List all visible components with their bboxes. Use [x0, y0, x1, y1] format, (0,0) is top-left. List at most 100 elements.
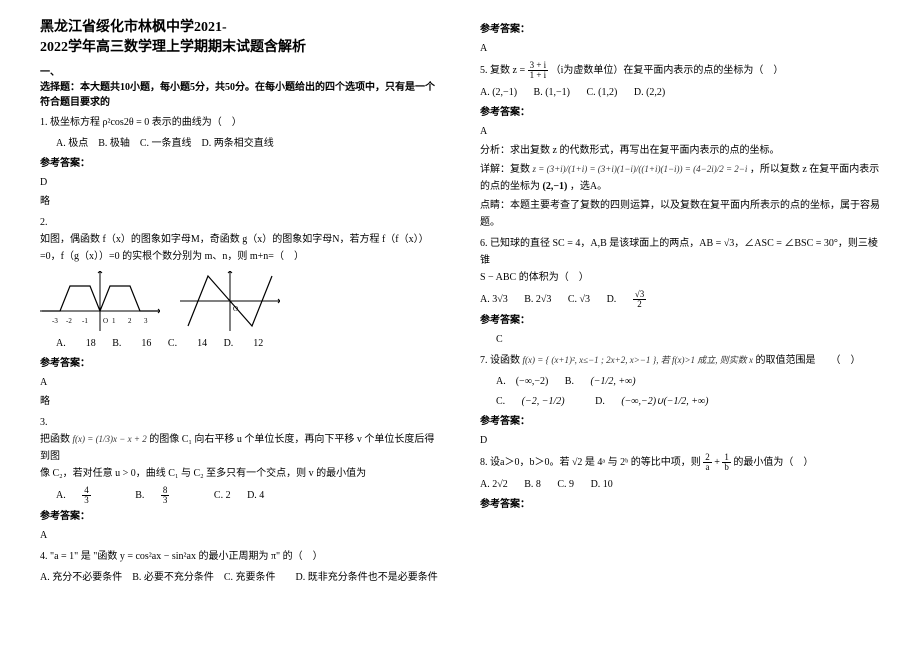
q7-c-pre: C. — [496, 396, 505, 407]
q8-opt-d: D. 10 — [591, 479, 613, 490]
q3-opt-a-label: A. — [56, 490, 66, 501]
q8-a: 8. 设a＞0，b＞0。若 √2 是 4ᵃ 与 2ᵇ 的等比中项，则 — [480, 457, 701, 468]
q8-b: 的最小值为（ ） — [733, 457, 813, 468]
q5-a: 5. 复数 — [480, 65, 510, 76]
q6-d-pre: D. — [607, 294, 617, 305]
sec1-a: 一、 — [40, 67, 60, 78]
q6-opt-c: C. √3 — [568, 294, 590, 305]
q5-d: 1 + i — [528, 71, 549, 80]
q3-opt-a: A. 43 — [56, 490, 121, 501]
q7-opt-a: A. (−∞,−2) — [496, 376, 548, 387]
q3-num: 3. — [40, 417, 48, 428]
title-line-2: 2022学年高三数学理上学期期末试题含解析 — [40, 40, 306, 55]
doc-title: 黑龙江省绥化市林枫中学2021- 2022学年高三数学理上学期期末试题含解析 — [40, 18, 440, 57]
q4-ans-label: 参考答案： — [480, 21, 880, 38]
q8-options: A. 2√2 B. 8 C. 9 D. 10 — [480, 476, 880, 493]
q2-note: 略 — [40, 393, 440, 410]
q7-d-txt: (−∞,−2)∪(−1/2, +∞) — [621, 396, 708, 407]
q7-ans-label: 参考答案： — [480, 413, 880, 430]
q6-d-d: 2 — [635, 300, 644, 309]
question-1: 1. 极坐标方程 ρ²cos2θ = 0 表示的曲线为（ ） — [40, 114, 440, 131]
svg-text:-2: -2 — [66, 317, 72, 325]
q3-opt-b-label: B. — [135, 490, 144, 501]
graph-n-icon: O — [180, 271, 280, 331]
q5-ans: A — [480, 123, 880, 140]
svg-text:O: O — [103, 317, 108, 325]
q7-opt-d: D. (−∞,−2)∪(−1/2, +∞) — [595, 396, 722, 407]
question-5: 5. 复数 z = 3 + i1 + i （i为虚数单位）在复平面内表示的点的坐… — [480, 61, 880, 80]
question-4: 4. "a = 1" 是 "函数 y = cos²ax − sin²ax 的最小… — [40, 548, 440, 565]
svg-text:O: O — [233, 305, 238, 313]
q4-ans: A — [480, 40, 880, 57]
q2-opt-d: D. 12 — [224, 338, 264, 349]
q7-b: 的取值范围是 （ ） — [756, 355, 861, 366]
q8-opt-a: A. 2√2 — [480, 479, 508, 490]
q5-detail-a: 详解：复数 — [480, 164, 530, 175]
question-8: 8. 设a＞0，b＞0。若 √2 是 4ᵃ 与 2ᵇ 的等比中项，则 2a + … — [480, 453, 880, 472]
q2-opt-c: C. 14 — [168, 338, 207, 349]
q7-opt-b: B. (−1/2, +∞) — [565, 376, 650, 387]
left-column: 黑龙江省绥化市林枫中学2021- 2022学年高三数学理上学期期末试题含解析 一… — [30, 18, 460, 633]
q5-opt-b: B. (1,−1) — [534, 87, 570, 98]
q3-opt-c: C. 2 — [214, 490, 231, 501]
q7-formula: f(x) = { (x+1)², x≤−1 ; 2x+2, x>−1 }, 若 … — [523, 355, 754, 365]
q5-opt-d: D. (2,2) — [634, 87, 665, 98]
q6-ans-label: 参考答案： — [480, 312, 880, 329]
q8-ans-label: 参考答案： — [480, 496, 880, 513]
q5-analysis: 分析：求出复数 z 的代数形式，再写出在复平面内表示的点的坐标。 — [480, 142, 880, 159]
sec1-b: 选择题：本大题共10小题，每小题5分，共50分。在每小题给出的四个选项中，只有是… — [40, 82, 435, 108]
q3-b-d: 3 — [161, 496, 170, 505]
svg-text:1: 1 — [112, 317, 116, 325]
q3-ans: A — [40, 527, 440, 544]
q1-ans: D — [40, 174, 440, 191]
question-2: 2. 如图，偶函数 f（x）的图象如字母M，奇函数 g（x）的图象如字母N，若方… — [40, 214, 440, 265]
q3-opt-b: B. 83 — [135, 490, 200, 501]
q8-plus: + — [714, 457, 720, 468]
q1-ans-label: 参考答案： — [40, 155, 440, 172]
q8-opt-c: C. 9 — [557, 479, 574, 490]
q5-tip: 点睛：本题主要考查了复数的四则运算，以及复数在复平面内所表示的点的坐标，属于容易… — [480, 197, 880, 231]
q5-b: （i为虚数单位）在复平面内表示的点的坐标为（ ） — [551, 65, 784, 76]
q5-detail: 详解：复数 z = (3+i)/(1+i) = (3+i)(1−i)/((1+i… — [480, 161, 880, 195]
q3-opt-d: D. 4 — [247, 490, 264, 501]
q7-d-pre: D. — [595, 396, 605, 407]
q7-b-txt: (−1/2, +∞) — [590, 376, 635, 387]
title-line-1: 黑龙江省绥化市林枫中学2021- — [40, 20, 227, 35]
q2-graphs: -3 -2 -1 1 2 3 O O — [40, 271, 440, 331]
q6-opt-d: D. √32 — [607, 294, 675, 305]
q7-c-txt: (−2, −1/2) — [522, 396, 565, 407]
q2-options: A. 18 B. 16 C. 14 D. 12 — [40, 335, 440, 352]
svg-text:2: 2 — [128, 317, 132, 325]
q6-opt-b: B. 2√3 — [524, 294, 551, 305]
svg-text:-1: -1 — [82, 317, 88, 325]
svg-text:-3: -3 — [52, 317, 58, 325]
q2-opt-a: A. 18 — [56, 338, 96, 349]
q7-ans: D — [480, 432, 880, 449]
q1-note: 略 — [40, 193, 440, 210]
q3-formula-1: f(x) = (1/3)x − x + 2 — [73, 434, 147, 444]
q2-ans-label: 参考答案： — [40, 355, 440, 372]
q5-detail-formula: z = (3+i)/(1+i) = (3+i)(1−i)/((1+i)(1−i)… — [533, 164, 748, 174]
q5-opt-c: C. (1,2) — [587, 87, 618, 98]
question-6: 6. 已知球的直径 SC = 4，A,B 是该球面上的两点，AB = √3，∠A… — [480, 235, 880, 286]
q5-detail-c: (2,−1) — [543, 181, 568, 192]
svg-text:3: 3 — [144, 317, 148, 325]
q6-options: A. 3√3 B. 2√3 C. √3 D. √32 — [480, 290, 880, 309]
q6-a: 6. 已知球的直径 SC = 4，A,B 是该球面上的两点，AB = √3，∠A… — [480, 238, 878, 266]
right-column: 参考答案： A 5. 复数 z = 3 + i1 + i （i为虚数单位）在复平… — [460, 18, 890, 633]
q5-ans-label: 参考答案： — [480, 104, 880, 121]
q3-d: 像 C₂，若对任意 u > 0，曲线 C₁ 与 C₂ 至多只有一个交点，则 v … — [40, 468, 366, 479]
q5-opt-a: A. (2,−1) — [480, 87, 517, 98]
q2-opt-b: B. 16 — [112, 338, 151, 349]
q3-ans-label: 参考答案： — [40, 508, 440, 525]
q7-options-row1: A. (−∞,−2) B. (−1/2, +∞) — [480, 373, 880, 390]
q7-opt-c: C. (−2, −1/2) — [496, 396, 581, 407]
q4-options: A. 充分不必要条件 B. 必要不充分条件 C. 充要条件 D. 既非充分条件也… — [40, 569, 440, 586]
q8-opt-b: B. 8 — [524, 479, 541, 490]
q8-d2: b — [722, 463, 731, 472]
question-7: 7. 设函数 f(x) = { (x+1)², x≤−1 ; 2x+2, x>−… — [480, 352, 880, 369]
q3-options: A. 43 B. 83 C. 2 D. 4 — [40, 486, 440, 505]
q8-d1: a — [704, 463, 712, 472]
q3-a-d: 3 — [82, 496, 91, 505]
q7-a: 7. 设函数 — [480, 355, 520, 366]
